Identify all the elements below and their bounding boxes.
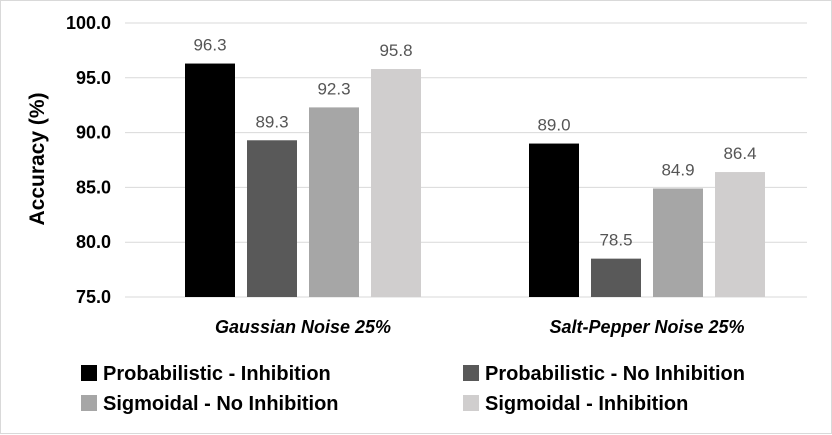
category-label: Salt-Pepper Noise 25% [549,317,744,337]
data-label: 89.3 [255,112,288,131]
bar-probabilistic-no-inhibition-1 [247,140,297,297]
data-label: 84.9 [661,160,694,179]
y-tick-label: 80.0 [76,232,111,252]
bars [185,63,765,297]
legend-label: Sigmoidal - Inhibition [485,393,688,415]
bar-sigmoidal-no-inhibition-1 [309,107,359,297]
legend-label: Probabilistic - No Inhibition [485,363,745,385]
y-tick-label: 100.0 [66,13,111,33]
y-tick-label: 95.0 [76,68,111,88]
data-label: 89.0 [537,116,570,135]
y-axis-ticks: 75.0 80.0 85.0 90.0 95.0 100.0 [66,13,111,307]
data-label: 96.3 [193,36,226,55]
data-label: 86.4 [723,144,756,163]
category-labels: Gaussian Noise 25% Salt-Pepper Noise 25% [215,317,745,337]
legend-swatch [81,365,97,381]
legend-swatch [463,365,479,381]
legend-label: Sigmoidal - No Inhibition [103,393,339,415]
legend-label: Probabilistic - Inhibition [103,363,331,385]
legend: Probabilistic - Inhibition Probabilistic … [81,363,745,415]
legend-swatch [463,395,479,411]
category-label: Gaussian Noise 25% [215,317,391,337]
y-axis-label: Accuracy (%) [26,92,49,225]
data-label: 95.8 [379,41,412,60]
bar-probabilistic-inhibition-2 [529,143,579,297]
bar-probabilistic-inhibition-1 [185,63,235,297]
y-tick-label: 90.0 [76,123,111,143]
bar-sigmoidal-no-inhibition-2 [653,188,703,297]
bar-sigmoidal-inhibition-2 [715,172,765,297]
data-label: 92.3 [317,79,350,98]
bar-probabilistic-no-inhibition-2 [591,258,641,297]
data-labels: 96.3 89.3 92.3 95.8 89.0 78.5 84.9 86.4 [193,36,756,250]
y-tick-label: 75.0 [76,287,111,307]
legend-swatch [81,395,97,411]
bar-sigmoidal-inhibition-1 [371,69,421,297]
y-tick-label: 85.0 [76,177,111,197]
data-label: 78.5 [599,231,632,250]
